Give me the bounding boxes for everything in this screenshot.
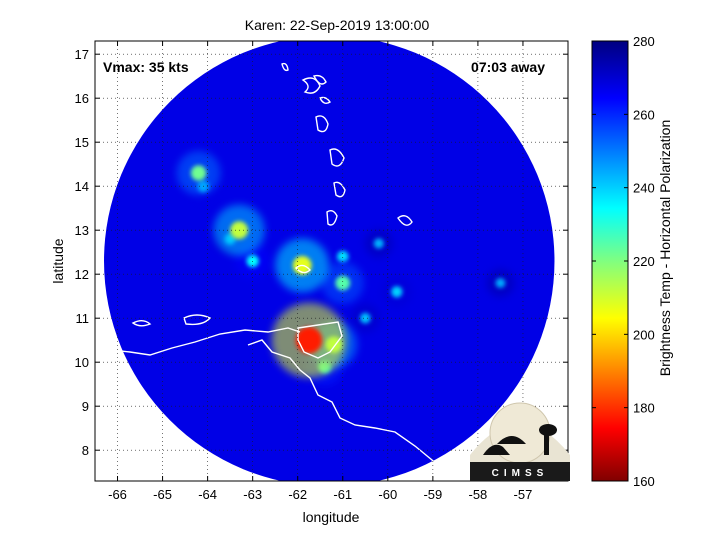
colorbar-tick-label: 200 <box>633 327 655 342</box>
feature-core <box>295 327 323 354</box>
barbados-outline <box>397 215 413 226</box>
colorbar-ticks: 160 180 200 220 240 260 280 <box>592 34 655 489</box>
y-tick-label: 15 <box>75 135 89 150</box>
marie-galante-outline <box>319 96 331 105</box>
y-tick-label: 12 <box>75 267 89 282</box>
x-tick-label: -63 <box>243 487 262 502</box>
feature-core <box>373 238 384 249</box>
x-tick-label: -61 <box>333 487 352 502</box>
logo-text: CIMSS <box>492 468 549 479</box>
y-tick-label: 11 <box>76 311 90 326</box>
chart-title: Karen: 22-Sep-2019 13:00:00 <box>245 17 430 33</box>
y-tick-label: 8 <box>82 443 89 458</box>
st-lucia-outline <box>333 181 346 198</box>
axes-frame <box>94 40 569 482</box>
feature-core <box>335 275 351 291</box>
plot-area <box>95 41 555 481</box>
grenada-outline <box>295 264 311 274</box>
gridlines <box>95 41 568 481</box>
swath <box>104 41 555 481</box>
margarita-outline <box>183 314 212 326</box>
island-outline <box>131 320 152 327</box>
x-tick-label: -66 <box>108 487 127 502</box>
trinidad-outline <box>297 321 343 359</box>
x-ticks: -66 -65 -64 -63 -62 -61 -60 -59 -58 -57 <box>108 41 532 502</box>
y-axis-label: latitude <box>50 238 66 283</box>
colorbar-tick-label: 260 <box>633 107 655 122</box>
x-tick-label: -57 <box>514 487 533 502</box>
y-tick-label: 14 <box>75 179 89 194</box>
x-tick-label: -60 <box>378 487 397 502</box>
colorbar: 160 180 200 220 240 260 280 Brightness Temp - … <box>591 34 673 489</box>
vmax-label: Vmax: 35 kts <box>103 59 189 75</box>
y-tick-label: 16 <box>75 91 89 106</box>
feature-core <box>360 312 371 324</box>
feature-core <box>336 250 349 263</box>
y-tick-label: 13 <box>75 223 89 238</box>
colorbar-tick-label: 160 <box>633 474 655 489</box>
time-away-label: 07:03 away <box>471 59 545 75</box>
orinoco-coast <box>247 339 453 481</box>
guadeloupe-outline <box>301 77 321 94</box>
dominica-outline <box>315 115 329 133</box>
coastlines <box>95 62 453 481</box>
small-island-outline <box>281 62 289 72</box>
y-ticks: 8 9 10 11 12 13 14 15 16 17 <box>75 47 568 458</box>
x-tick-label: -59 <box>423 487 442 502</box>
cimss-logo: CIMSS <box>470 402 570 481</box>
venezuela-coast <box>95 327 301 356</box>
martinique-outline <box>329 148 345 167</box>
colorbar-label: Brightness Temp - Horizontal Polarizatio… <box>657 120 673 377</box>
x-tick-label: -62 <box>288 487 307 502</box>
colorbar-tick-label: 240 <box>633 181 655 196</box>
colorbar-tick-label: 280 <box>633 34 655 49</box>
x-tick-label: -64 <box>198 487 217 502</box>
feature-core <box>391 286 403 298</box>
colorbar-gradient <box>591 40 629 482</box>
y-tick-label: 17 <box>75 47 89 62</box>
x-tick-label: -65 <box>153 487 172 502</box>
y-tick-label: 10 <box>75 355 89 370</box>
colorbar-tick-label: 180 <box>633 401 655 416</box>
antigua-outline <box>312 74 327 85</box>
colorbar-tick-label: 220 <box>633 254 655 269</box>
feature-core <box>190 165 207 181</box>
feature-core <box>495 278 506 288</box>
st-vincent-outline <box>326 209 338 226</box>
x-tick-label: -58 <box>469 487 488 502</box>
y-tick-label: 9 <box>82 399 89 414</box>
x-axis-label: longitude <box>303 509 360 525</box>
